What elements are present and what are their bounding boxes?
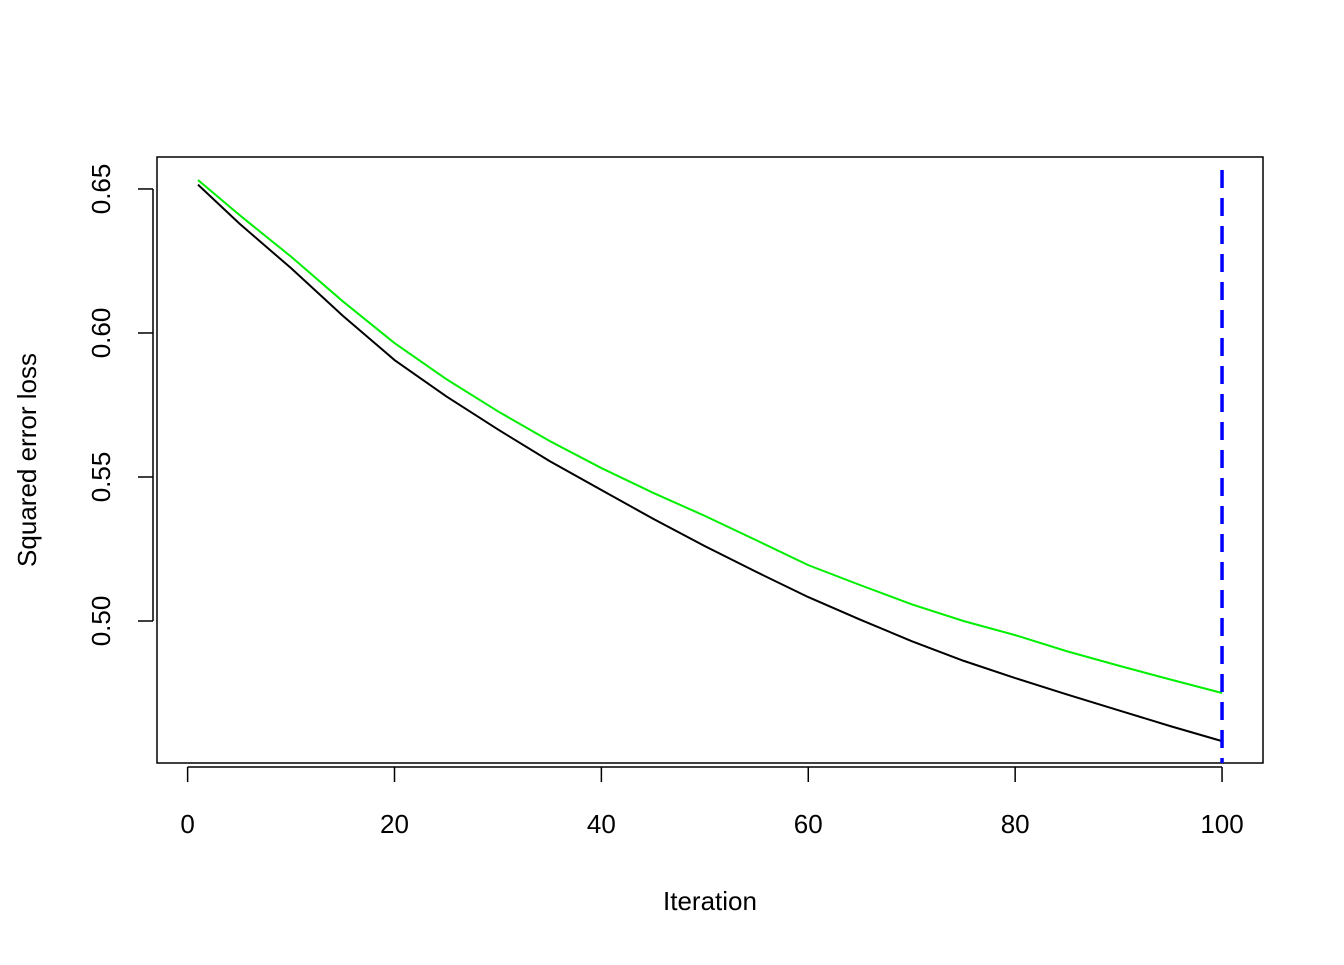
y-axis-label: Squared error loss [12,353,42,567]
y-tick-label: 0.50 [86,596,116,647]
y-tick-label: 0.60 [86,308,116,359]
x-tick-label: 100 [1200,809,1243,839]
loss-line [197,183,1223,743]
plot-frame [156,156,1264,764]
x-tick-label: 20 [380,809,409,839]
y-tick-label: 0.65 [86,164,116,215]
x-tick-label: 40 [587,809,616,839]
x-axis-label: Iteration [663,886,757,916]
y-tick-label: 0.55 [86,452,116,503]
x-tick-label: 80 [1001,809,1030,839]
x-tick-label: 0 [180,809,194,839]
loss-line [197,179,1223,694]
x-tick-label: 60 [794,809,823,839]
